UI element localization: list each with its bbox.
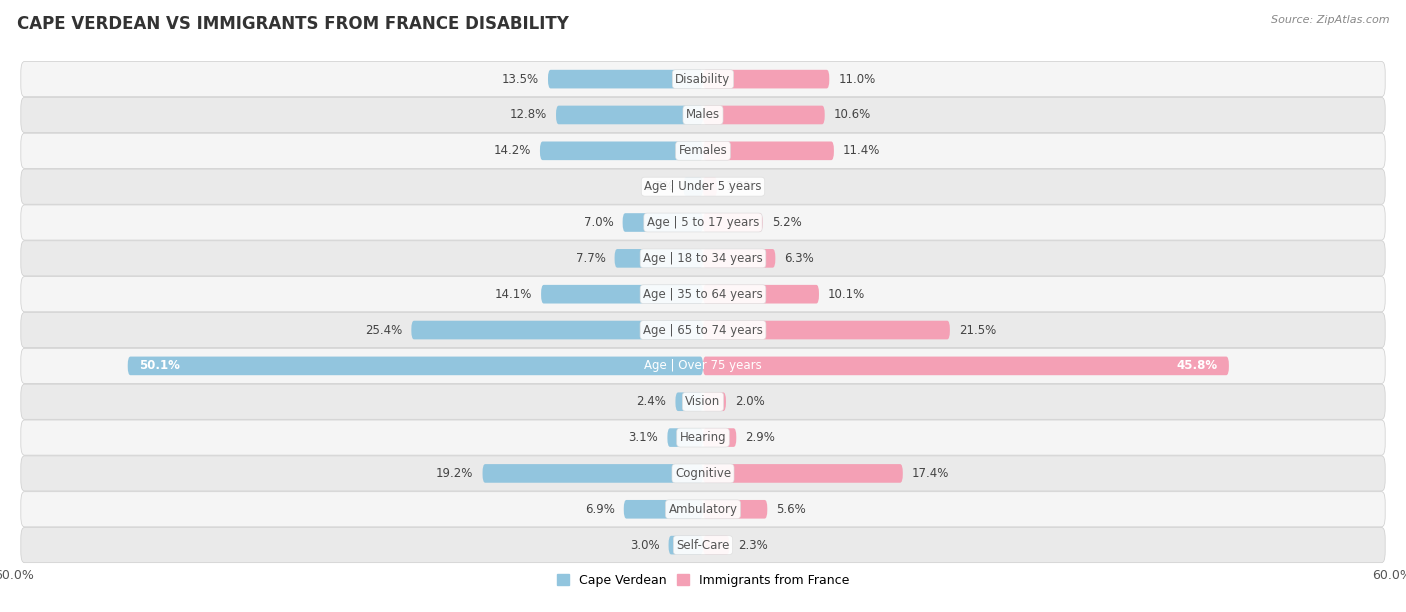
FancyBboxPatch shape [21,62,1385,97]
FancyBboxPatch shape [21,384,1385,419]
FancyBboxPatch shape [21,169,1385,204]
Text: 1.7%: 1.7% [644,180,675,193]
Text: Ambulatory: Ambulatory [668,503,738,516]
Text: CAPE VERDEAN VS IMMIGRANTS FROM FRANCE DISABILITY: CAPE VERDEAN VS IMMIGRANTS FROM FRANCE D… [17,15,569,33]
FancyBboxPatch shape [703,357,1229,375]
FancyBboxPatch shape [623,213,703,232]
FancyBboxPatch shape [21,313,1385,348]
Text: Hearing: Hearing [679,431,727,444]
Text: Age | 35 to 64 years: Age | 35 to 64 years [643,288,763,300]
FancyBboxPatch shape [703,177,717,196]
FancyBboxPatch shape [540,141,703,160]
FancyBboxPatch shape [703,213,762,232]
FancyBboxPatch shape [412,321,703,340]
Text: Source: ZipAtlas.com: Source: ZipAtlas.com [1271,15,1389,25]
Text: Females: Females [679,144,727,157]
Text: 5.6%: 5.6% [776,503,806,516]
Text: 7.0%: 7.0% [583,216,613,229]
FancyBboxPatch shape [614,249,703,267]
FancyBboxPatch shape [703,392,725,411]
Text: 14.2%: 14.2% [494,144,531,157]
FancyBboxPatch shape [703,321,950,340]
FancyBboxPatch shape [703,464,903,483]
Text: 50.1%: 50.1% [139,359,180,372]
FancyBboxPatch shape [21,97,1385,133]
FancyBboxPatch shape [21,420,1385,455]
Text: 13.5%: 13.5% [502,73,538,86]
Text: 11.4%: 11.4% [844,144,880,157]
Text: 19.2%: 19.2% [436,467,474,480]
Legend: Cape Verdean, Immigrants from France: Cape Verdean, Immigrants from France [551,569,855,592]
Text: Cognitive: Cognitive [675,467,731,480]
FancyBboxPatch shape [21,456,1385,491]
FancyBboxPatch shape [21,491,1385,527]
FancyBboxPatch shape [21,241,1385,276]
Text: 1.2%: 1.2% [725,180,756,193]
Text: 5.2%: 5.2% [772,216,801,229]
Text: 21.5%: 21.5% [959,324,997,337]
FancyBboxPatch shape [683,177,703,196]
Text: Age | 5 to 17 years: Age | 5 to 17 years [647,216,759,229]
Text: 25.4%: 25.4% [366,324,402,337]
FancyBboxPatch shape [548,70,703,89]
Text: 10.1%: 10.1% [828,288,866,300]
Text: 7.7%: 7.7% [575,252,606,265]
Text: 14.1%: 14.1% [495,288,531,300]
FancyBboxPatch shape [21,348,1385,384]
Text: 2.9%: 2.9% [745,431,775,444]
FancyBboxPatch shape [128,357,703,375]
FancyBboxPatch shape [703,536,730,554]
FancyBboxPatch shape [21,277,1385,312]
Text: 2.3%: 2.3% [738,539,768,551]
Text: Age | 65 to 74 years: Age | 65 to 74 years [643,324,763,337]
Text: 11.0%: 11.0% [838,73,876,86]
FancyBboxPatch shape [703,141,834,160]
Text: Self-Care: Self-Care [676,539,730,551]
Text: 3.1%: 3.1% [628,431,658,444]
FancyBboxPatch shape [703,285,818,304]
FancyBboxPatch shape [669,536,703,554]
Text: 10.6%: 10.6% [834,108,872,121]
Text: 6.3%: 6.3% [785,252,814,265]
Text: 6.9%: 6.9% [585,503,614,516]
FancyBboxPatch shape [482,464,703,483]
FancyBboxPatch shape [21,205,1385,240]
Text: Age | Over 75 years: Age | Over 75 years [644,359,762,372]
FancyBboxPatch shape [668,428,703,447]
Text: Disability: Disability [675,73,731,86]
Text: 2.4%: 2.4% [637,395,666,408]
FancyBboxPatch shape [703,428,737,447]
FancyBboxPatch shape [703,106,825,124]
FancyBboxPatch shape [624,500,703,518]
Text: Vision: Vision [685,395,721,408]
Text: 12.8%: 12.8% [509,108,547,121]
Text: Age | 18 to 34 years: Age | 18 to 34 years [643,252,763,265]
FancyBboxPatch shape [703,500,768,518]
Text: 3.0%: 3.0% [630,539,659,551]
Text: Age | Under 5 years: Age | Under 5 years [644,180,762,193]
Text: 17.4%: 17.4% [912,467,949,480]
FancyBboxPatch shape [555,106,703,124]
FancyBboxPatch shape [21,528,1385,562]
FancyBboxPatch shape [541,285,703,304]
FancyBboxPatch shape [21,133,1385,168]
Text: Males: Males [686,108,720,121]
Text: 45.8%: 45.8% [1177,359,1218,372]
FancyBboxPatch shape [703,249,775,267]
FancyBboxPatch shape [675,392,703,411]
Text: 2.0%: 2.0% [735,395,765,408]
FancyBboxPatch shape [703,70,830,89]
